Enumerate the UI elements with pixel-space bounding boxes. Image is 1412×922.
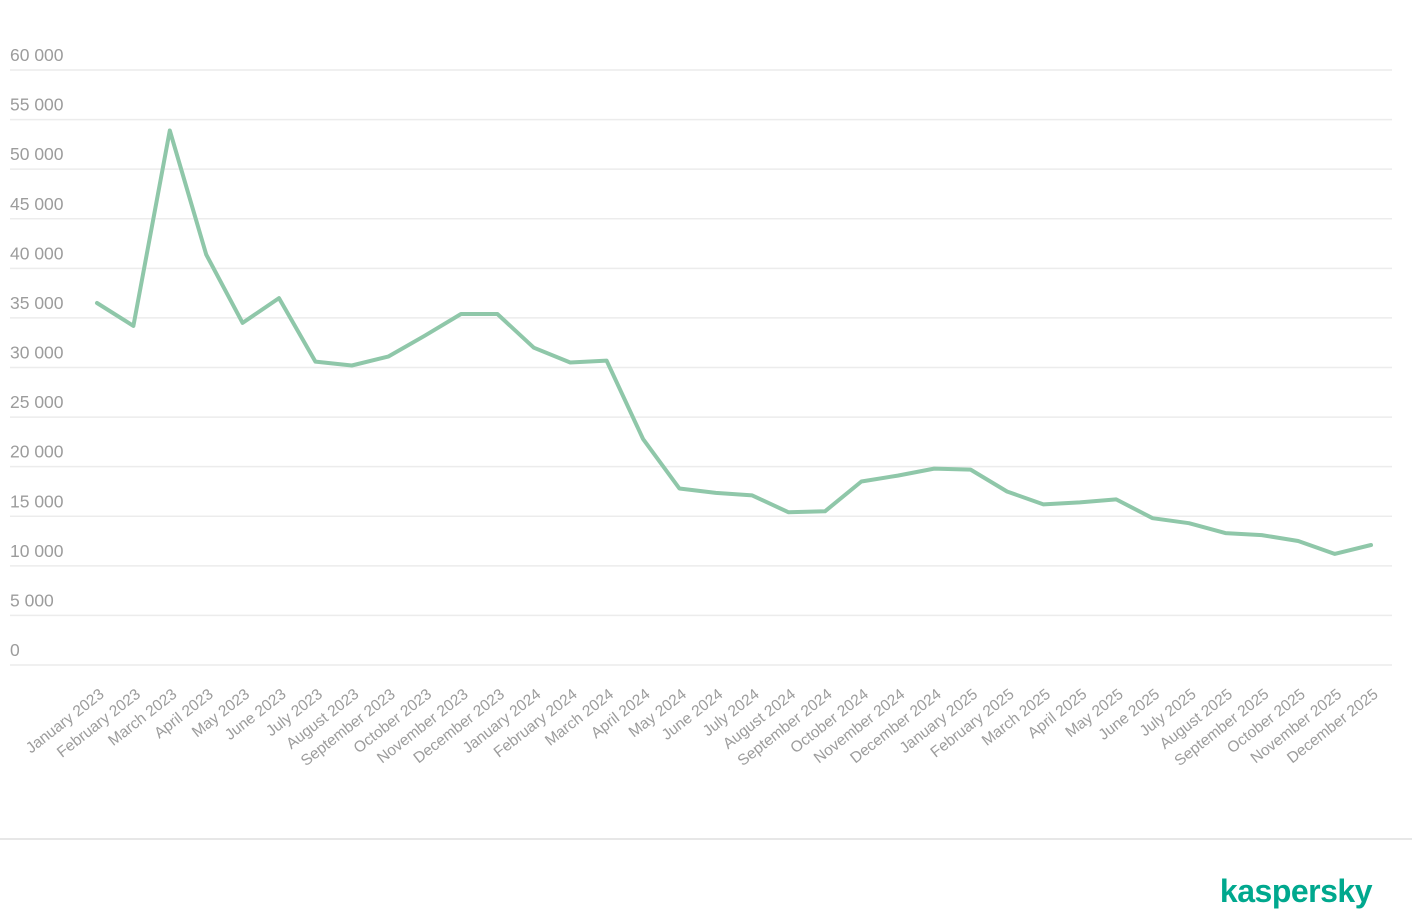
kaspersky-logo: kaspersky	[1219, 873, 1373, 909]
y-axis-label: 45 000	[10, 194, 64, 214]
chart-line	[95, 128, 1373, 556]
y-axis-label: 30 000	[10, 343, 64, 363]
y-axis-label: 50 000	[10, 144, 64, 164]
y-axis-label: 60 000	[10, 45, 64, 65]
y-axis-label: 55 000	[10, 95, 64, 115]
y-axis-label: 5 000	[10, 590, 54, 610]
footer-divider	[0, 838, 1412, 840]
y-axis-label: 20 000	[10, 442, 64, 462]
y-axis-label: 25 000	[10, 392, 64, 412]
y-axis-label: 40 000	[10, 243, 64, 263]
y-axis-label: 10 000	[10, 541, 64, 561]
y-axis-label: 35 000	[10, 293, 64, 313]
y-axis-label: 15 000	[10, 491, 64, 511]
y-axis-label: 0	[10, 640, 20, 660]
